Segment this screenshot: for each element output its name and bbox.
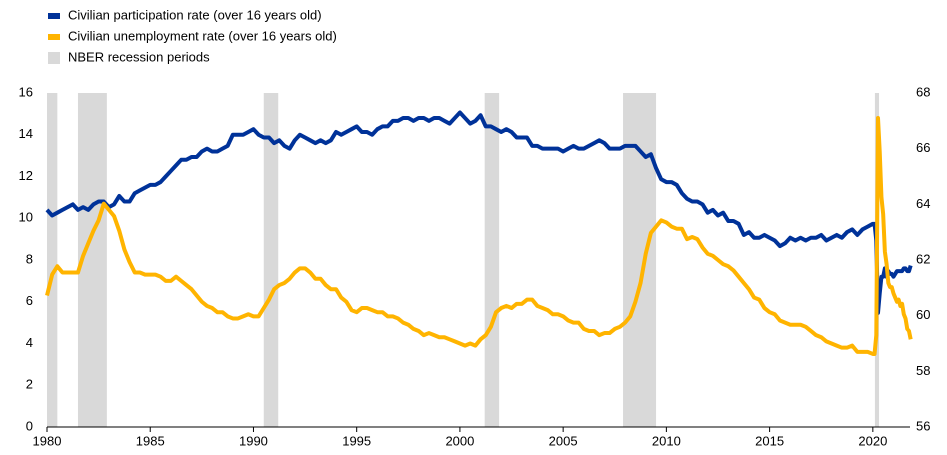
recession-band	[47, 93, 58, 427]
y2-tick-label: 62	[916, 251, 930, 266]
y-tick-label: 0	[26, 418, 33, 433]
y2-tick-label: 68	[916, 84, 930, 99]
y-tick-label: 6	[26, 293, 33, 308]
y-tick-label: 12	[19, 168, 33, 183]
x-tick-label: 1980	[33, 433, 62, 448]
legend-label: Civilian participation rate (over 16 yea…	[68, 7, 322, 22]
y2-tick-label: 56	[916, 418, 930, 433]
x-tick-label: 1990	[239, 433, 268, 448]
y2-tick-label: 66	[916, 140, 930, 155]
x-tick-label: 1995	[342, 433, 371, 448]
y-tick-label: 10	[19, 210, 33, 225]
x-tick-label: 1985	[136, 433, 165, 448]
series-line	[45, 116, 913, 356]
x-tick-label: 2020	[858, 433, 887, 448]
series-line	[45, 110, 913, 315]
y-tick-label: 8	[26, 251, 33, 266]
legend-label: NBER recession periods	[68, 49, 210, 64]
x-tick-label: 2015	[755, 433, 784, 448]
y-tick-label: 16	[19, 84, 33, 99]
legend-swatch	[48, 13, 60, 19]
legend-swatch	[48, 52, 60, 64]
y2-tick-label: 64	[916, 196, 930, 211]
y-tick-label: 4	[26, 335, 33, 350]
y-tick-label: 2	[26, 377, 33, 392]
recession-band	[623, 93, 657, 427]
x-tick-label: 2000	[445, 433, 474, 448]
recession-band	[484, 93, 500, 427]
x-tick-label: 2010	[652, 433, 681, 448]
y-tick-label: 14	[19, 126, 33, 141]
recession-band	[263, 93, 279, 427]
y2-tick-label: 60	[916, 307, 930, 322]
legend-label: Civilian unemployment rate (over 16 year…	[68, 28, 337, 43]
legend-swatch	[48, 34, 60, 40]
x-tick-label: 2005	[549, 433, 578, 448]
y2-tick-label: 58	[916, 363, 930, 378]
